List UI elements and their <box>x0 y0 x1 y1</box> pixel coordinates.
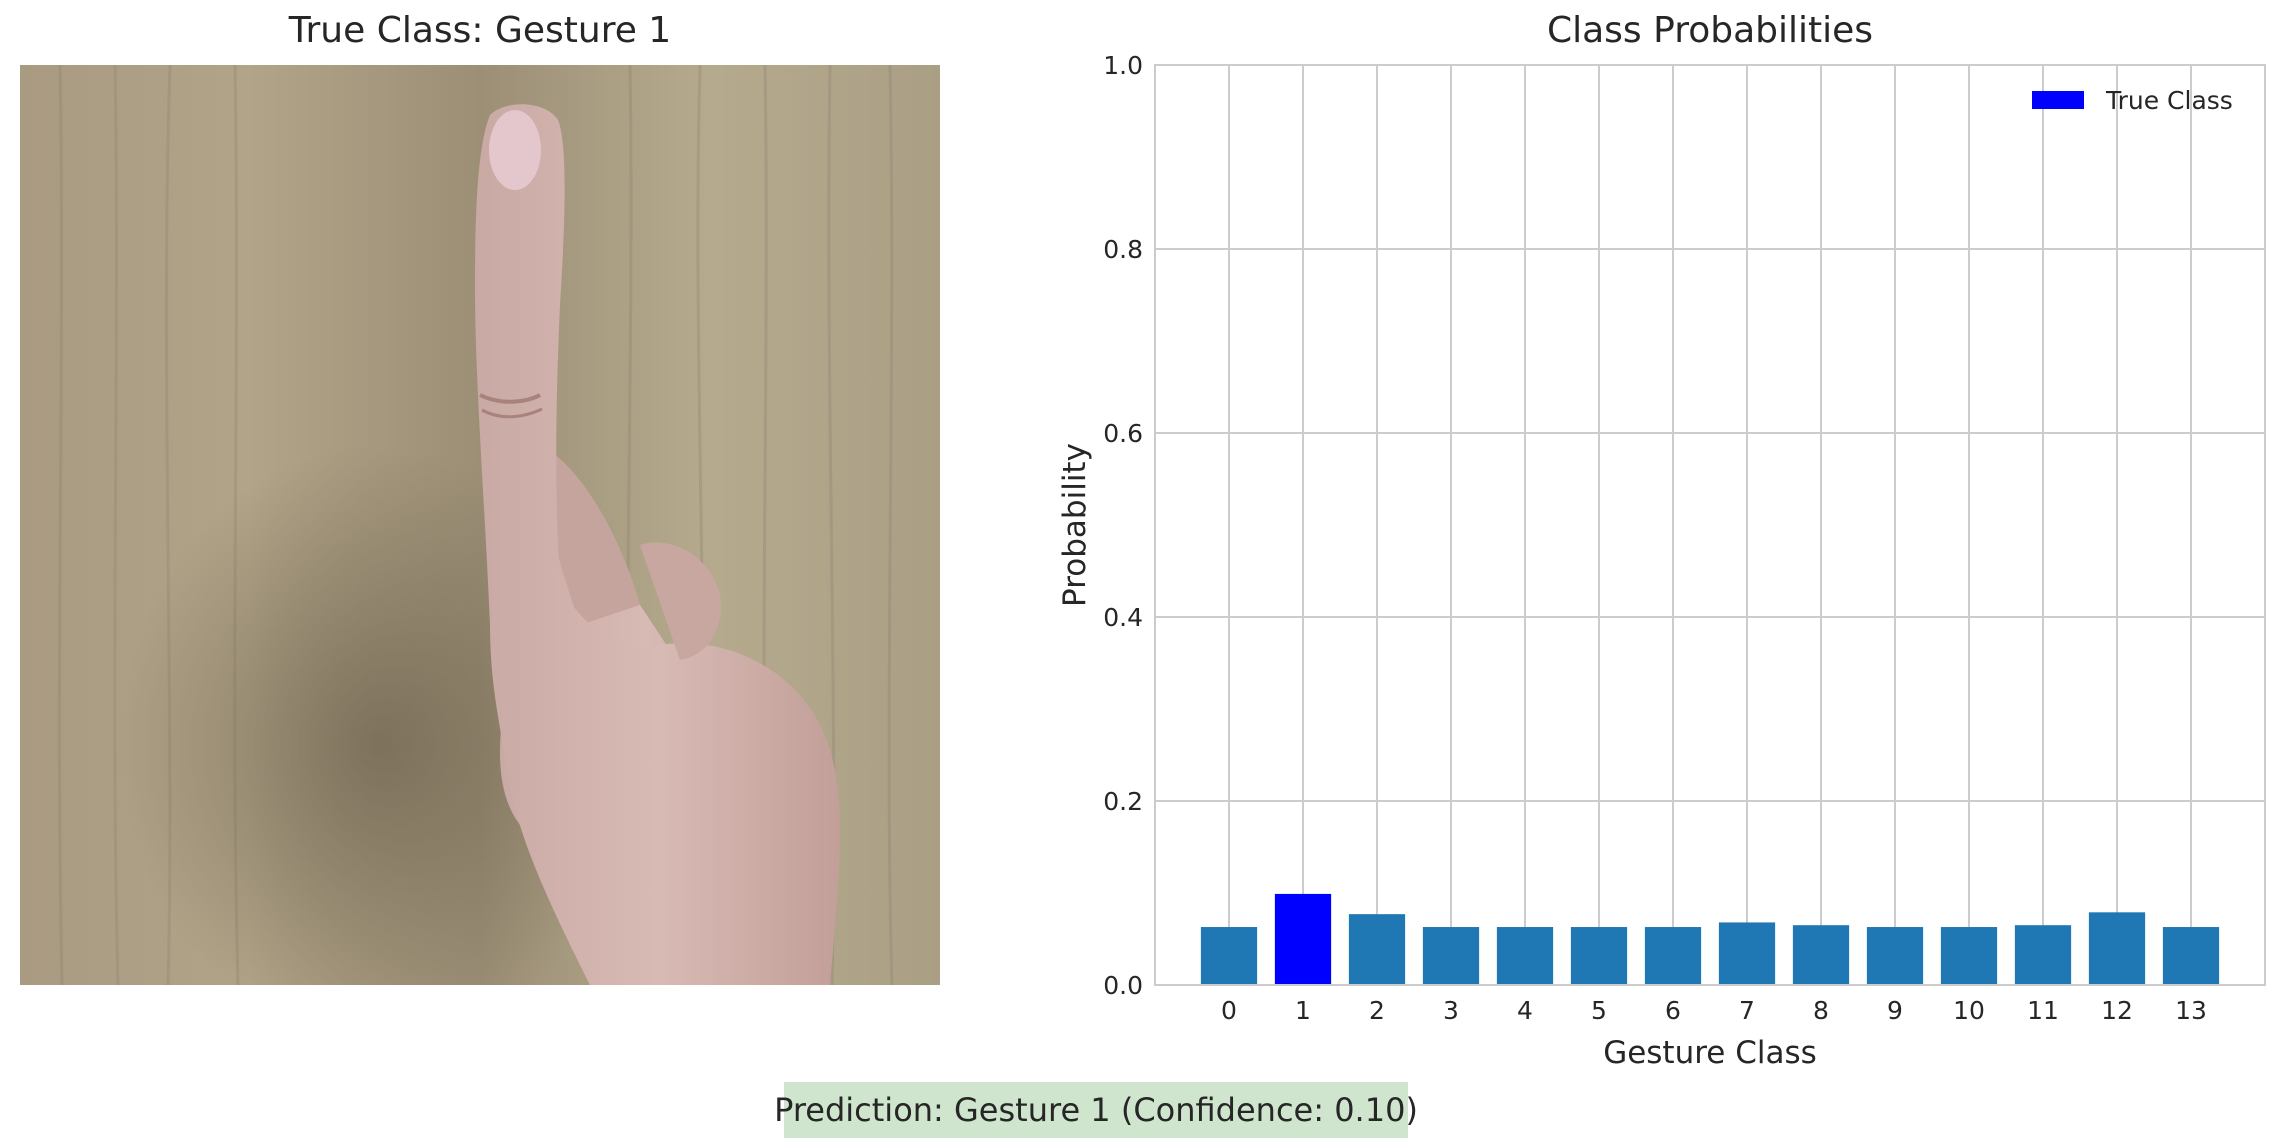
chart-legend: True Class <box>2032 86 2233 115</box>
bar-gesture-3 <box>1422 927 1480 985</box>
prediction-summary: Prediction: Gesture 1 (Confidence: 0.10) <box>774 1082 1418 1138</box>
bar-gesture-6 <box>1644 927 1702 985</box>
chart-title: Class Probabilities <box>1546 10 1874 51</box>
x-tick-label: 5 <box>1591 996 1607 1025</box>
x-tick-label: 11 <box>2027 996 2059 1025</box>
bar-true-class <box>1274 893 1332 985</box>
x-tick-label: 0 <box>1221 996 1237 1025</box>
x-tick-label: 4 <box>1517 996 1533 1025</box>
y-tick-label: 1.0 <box>1103 51 1143 80</box>
bar-gesture-2 <box>1348 914 1406 985</box>
x-tick-label: 8 <box>1813 996 1829 1025</box>
plot-frame <box>1154 64 2266 986</box>
x-tick-label: 3 <box>1443 996 1459 1025</box>
x-axis-label: Gesture Class <box>1603 1035 1817 1071</box>
image-panel-title: True Class: Gesture 1 <box>288 10 672 51</box>
bar-gesture-7 <box>1718 922 1776 985</box>
bar-gesture-4 <box>1496 927 1554 985</box>
x-tick-label: 6 <box>1665 996 1681 1025</box>
bar-gesture-0 <box>1200 927 1258 985</box>
bar-gesture-13 <box>2162 927 2220 985</box>
x-tick-label: 13 <box>2175 996 2207 1025</box>
bar-gesture-9 <box>1866 927 1924 985</box>
bar-gesture-10 <box>1940 927 1998 985</box>
bar-gesture-11 <box>2014 925 2072 985</box>
x-tick-label: 12 <box>2101 996 2133 1025</box>
hand-gesture-image <box>20 65 940 985</box>
y-tick-label: 0.8 <box>1103 235 1143 264</box>
x-tick-label: 2 <box>1369 996 1385 1025</box>
legend-swatch <box>2032 91 2084 109</box>
legend-label: True Class <box>2105 86 2233 115</box>
prediction-text: Prediction: Gesture 1 (Confidence: 0.10) <box>774 1091 1418 1129</box>
x-tick-label: 1 <box>1295 996 1311 1025</box>
gesture-photo <box>20 65 940 985</box>
chart-tick-labels: 0.00.20.40.60.81.00 1 2 3 4 5 6 7 8 9 10 11 12 13 <box>1103 51 2207 1025</box>
y-tick-label: 0.2 <box>1103 787 1143 816</box>
y-axis-label: Probability <box>1057 443 1093 607</box>
class-probability-chart: 0.00.20.40.60.81.00 1 2 3 4 5 6 7 8 9 10 11 12 13 Ges… <box>1057 51 2266 1071</box>
chart-grid <box>1155 64 2265 986</box>
x-tick-label: 9 <box>1887 996 1903 1025</box>
y-tick-label: 0.4 <box>1103 603 1143 632</box>
bar-gesture-5 <box>1570 927 1628 985</box>
y-tick-label: 0.6 <box>1103 419 1143 448</box>
x-tick-label: 10 <box>1953 996 1985 1025</box>
chart-bars <box>1200 893 2220 985</box>
bar-gesture-8 <box>1792 925 1850 985</box>
x-tick-label: 7 <box>1739 996 1755 1025</box>
y-tick-label: 0.0 <box>1103 971 1143 1000</box>
bar-gesture-12 <box>2088 912 2146 985</box>
